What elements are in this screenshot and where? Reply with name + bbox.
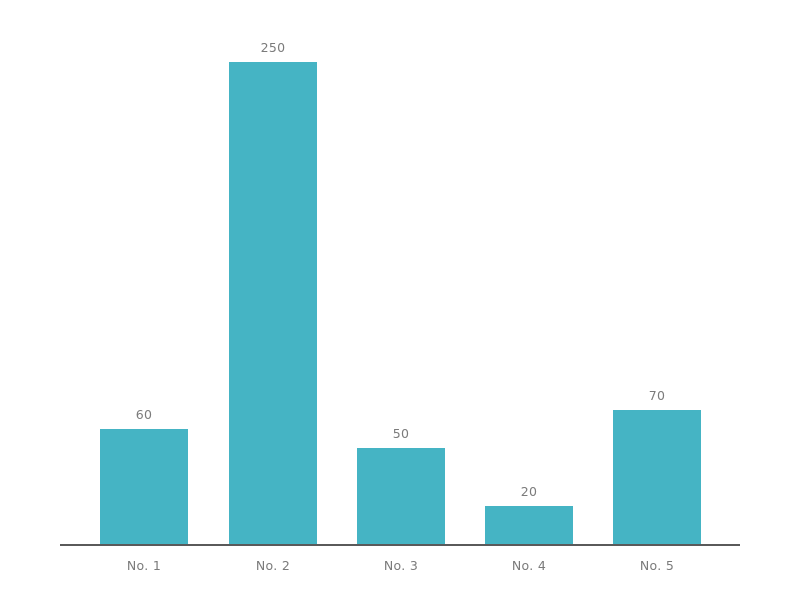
bar-rect[interactable] bbox=[229, 62, 317, 545]
bar-category-label: No. 3 bbox=[383, 558, 419, 573]
bar-rect[interactable] bbox=[485, 506, 573, 545]
bar-rect[interactable] bbox=[100, 429, 188, 545]
bar-category-label: No. 1 bbox=[126, 558, 162, 573]
bar-rect[interactable] bbox=[357, 448, 445, 545]
bar-value-label: 20 bbox=[520, 484, 538, 499]
x-axis-line bbox=[60, 544, 740, 546]
bar-value-label: 60 bbox=[135, 407, 153, 422]
bar-rect[interactable] bbox=[613, 410, 701, 545]
bar-category-label: No. 2 bbox=[255, 558, 291, 573]
bar-category-label: No. 4 bbox=[511, 558, 547, 573]
bar-category-label: No. 5 bbox=[639, 558, 675, 573]
bar-value-label: 50 bbox=[392, 426, 410, 441]
bar-value-label: 250 bbox=[260, 40, 286, 55]
bar-value-label: 70 bbox=[648, 388, 666, 403]
